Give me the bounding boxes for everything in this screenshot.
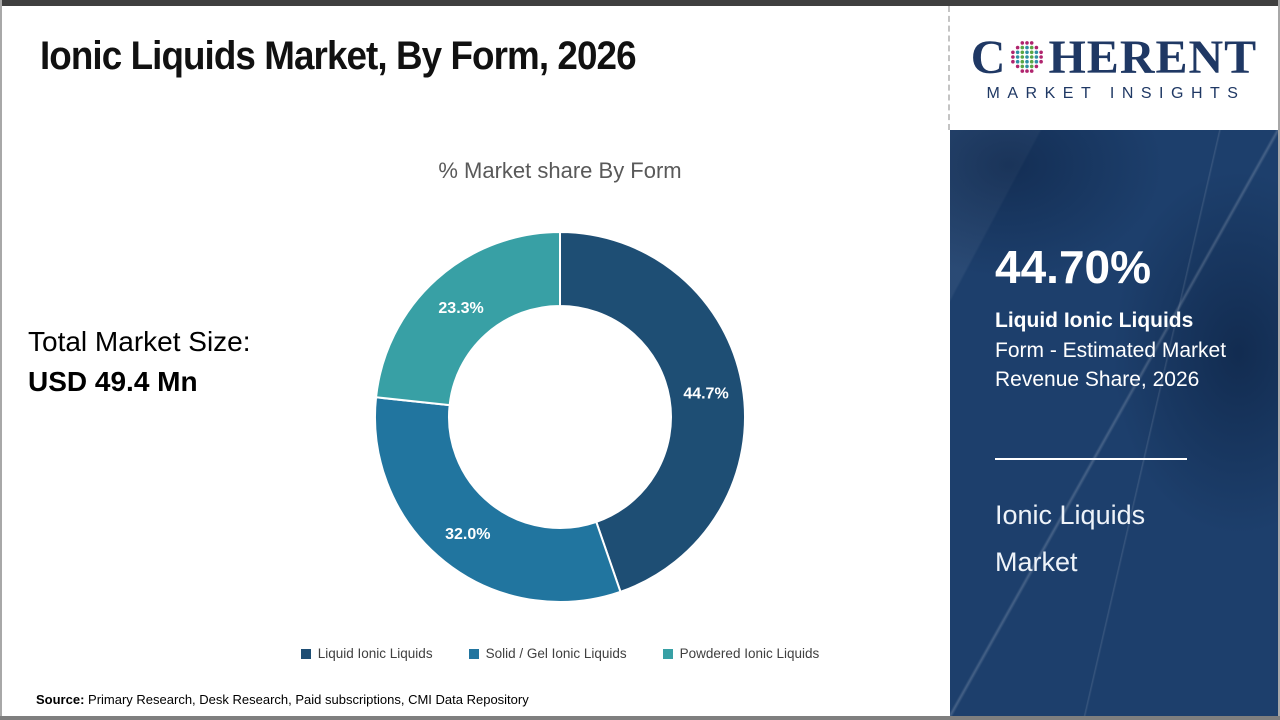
globe-dot xyxy=(1039,54,1044,59)
globe-dot xyxy=(1025,68,1030,73)
legend-label: Liquid Ionic Liquids xyxy=(317,646,433,661)
globe-dot xyxy=(1020,59,1025,63)
globe-dot xyxy=(1020,40,1025,45)
globe-dot xyxy=(1035,54,1039,59)
globe-dot xyxy=(1016,54,1020,59)
market-name: Ionic Liquids Market xyxy=(995,492,1145,586)
globe-dot xyxy=(1016,50,1020,54)
globe-dot xyxy=(1020,45,1025,49)
donut-slice xyxy=(559,231,746,593)
source-label: Source: xyxy=(36,692,85,707)
brand-letter-c: C xyxy=(970,30,1007,84)
donut-chart: 44.7% 32.0% 23.3% xyxy=(374,231,746,603)
globe-dot xyxy=(1025,40,1030,45)
legend-item: Powdered Ionic Liquids xyxy=(662,646,820,661)
globe-dot xyxy=(1035,50,1039,54)
brand-logo: C HERENT MARKET INSIGHTS xyxy=(948,6,1278,130)
slice-value-label: 23.3% xyxy=(438,300,483,317)
frame-border-top xyxy=(0,0,1280,6)
brand-wordmark: C HERENT xyxy=(970,30,1258,84)
brand-tagline: MARKET INSIGHTS xyxy=(986,84,1246,102)
globe-dot xyxy=(1030,45,1034,49)
globe-dot xyxy=(1030,64,1034,68)
globe-dot xyxy=(1035,59,1039,63)
globe-dot xyxy=(1016,45,1020,49)
globe-dot xyxy=(1030,68,1034,73)
globe-dot xyxy=(1025,45,1030,49)
highlight-description: Liquid Ionic Liquids Form - Estimated Ma… xyxy=(995,306,1245,395)
globe-dots-icon xyxy=(1011,40,1044,73)
legend-swatch xyxy=(662,648,673,659)
total-market-size-block: Total Market Size: USD 49.4 Mn xyxy=(28,326,251,398)
highlight-description-bold: Liquid Ionic Liquids xyxy=(995,309,1194,332)
globe-dot xyxy=(1039,50,1044,54)
total-market-size-value: USD 49.4 Mn xyxy=(28,366,198,397)
donut-slice xyxy=(375,231,561,407)
source-line: Source: Primary Research, Desk Research,… xyxy=(36,692,529,707)
slice-value-label: 32.0% xyxy=(445,526,490,543)
globe-dot xyxy=(1030,40,1034,45)
market-name-line2: Market xyxy=(995,547,1078,577)
globe-dot xyxy=(1011,59,1016,63)
globe-dot xyxy=(1035,64,1039,68)
slice-value-label: 44.7% xyxy=(683,386,728,403)
world-map-texture xyxy=(950,130,1278,716)
globe-dot xyxy=(1025,50,1030,54)
globe-dot xyxy=(1025,64,1030,68)
frame-border-left xyxy=(0,0,2,720)
frame-border-bottom xyxy=(0,716,1280,720)
globe-dot xyxy=(1020,68,1025,73)
globe-dot xyxy=(1011,54,1016,59)
legend-swatch xyxy=(468,648,479,659)
panel-divider-line xyxy=(995,458,1187,460)
total-market-size-label: Total Market Size: xyxy=(28,326,251,357)
globe-dot xyxy=(1030,59,1034,63)
globe-dot xyxy=(1035,45,1039,49)
legend-label: Solid / Gel Ionic Liquids xyxy=(485,646,627,661)
globe-dot xyxy=(1025,59,1030,63)
globe-dot xyxy=(1020,50,1025,54)
globe-dot xyxy=(1016,64,1020,68)
source-text: Primary Research, Desk Research, Paid su… xyxy=(84,692,529,707)
globe-dot xyxy=(1020,64,1025,68)
legend-swatch xyxy=(300,648,311,659)
donut-slice xyxy=(374,396,622,603)
chart-title: % Market share By Form xyxy=(438,158,682,183)
brand-letters-rest: HERENT xyxy=(1048,30,1258,84)
globe-dot xyxy=(1020,54,1025,59)
legend-label: Powdered Ionic Liquids xyxy=(679,646,820,661)
frame-border-right xyxy=(1278,0,1280,720)
highlight-percentage: 44.70% xyxy=(995,241,1152,293)
highlight-description-rest: Form - Estimated Market Revenue Share, 2… xyxy=(995,338,1227,392)
chart-legend: Liquid Ionic Liquids Solid / Gel Ionic Li… xyxy=(160,646,960,661)
page-title: Ionic Liquids Market, By Form, 2026 xyxy=(40,34,637,78)
legend-item: Solid / Gel Ionic Liquids xyxy=(468,646,627,661)
market-name-line1: Ionic Liquids xyxy=(995,500,1146,530)
globe-dot xyxy=(1030,54,1034,59)
globe-dot xyxy=(1016,59,1020,63)
globe-dot xyxy=(1039,59,1044,63)
globe-dot xyxy=(1025,54,1030,59)
globe-dot xyxy=(1030,50,1034,54)
globe-dot xyxy=(1011,50,1016,54)
legend-item: Liquid Ionic Liquids xyxy=(300,646,433,661)
right-highlight-panel: 44.70% Liquid Ionic Liquids Form - Estim… xyxy=(950,130,1278,716)
